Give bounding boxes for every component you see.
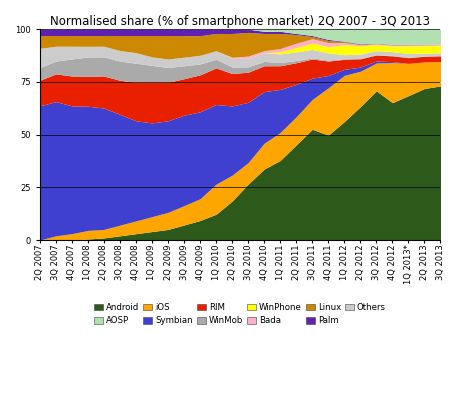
Legend: Android, AOSP, iOS, Symbian, RIM, WinMob, WinPhone, Bada, Linux, Palm, Others: Android, AOSP, iOS, Symbian, RIM, WinMob…: [92, 301, 387, 327]
Title: Normalised share (% of smartphone market) 2Q 2007 - 3Q 2013: Normalised share (% of smartphone market…: [50, 15, 429, 28]
